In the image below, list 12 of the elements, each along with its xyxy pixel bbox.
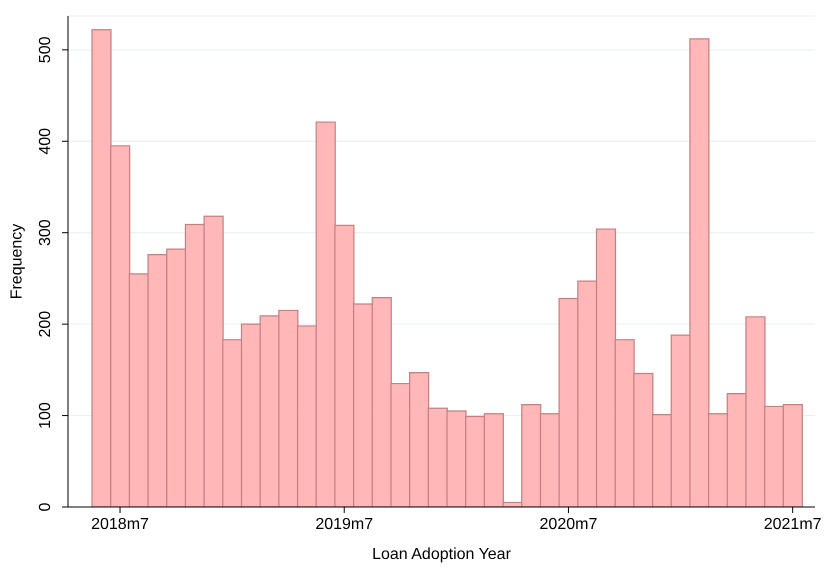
x-tick-label: 2019m7 [315, 516, 374, 533]
y-tick-label: 500 [37, 36, 54, 64]
x-axis-title: Loan Adoption Year [372, 546, 512, 563]
y-tick-label: 200 [37, 310, 54, 338]
y-axis-title: Frequency [8, 224, 26, 300]
x-tick-label: 2020m7 [540, 516, 598, 533]
y-tick-label: 400 [37, 128, 54, 155]
y-tick-label: 0 [37, 502, 54, 512]
x-tick-label: 2018m7 [91, 516, 150, 533]
x-tick-label: 2021m7 [764, 516, 822, 533]
y-tick-label: 100 [37, 402, 54, 429]
y-tick-label: 300 [37, 219, 54, 246]
